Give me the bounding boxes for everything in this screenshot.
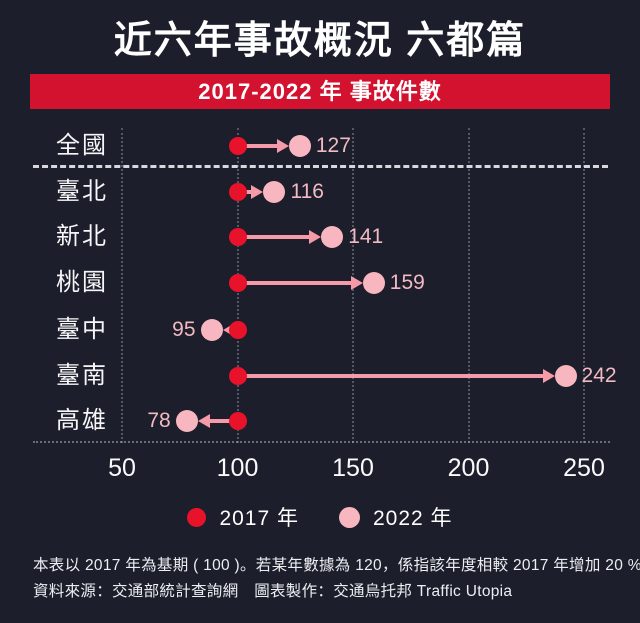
dot-2017 — [228, 274, 247, 292]
legend-dot-2022-icon — [339, 506, 360, 528]
dot-2017 — [228, 367, 247, 385]
dot-2017 — [228, 412, 247, 430]
arrow-head-icon — [276, 139, 289, 153]
arrow-head-icon — [197, 414, 210, 428]
value-label: 242 — [581, 364, 617, 387]
x-tick-label: 50 — [108, 454, 136, 482]
category-label: 臺南 — [56, 362, 108, 389]
arrow-head-icon — [251, 185, 264, 199]
category-label: 臺中 — [56, 316, 108, 343]
category-label: 高雄 — [56, 407, 108, 434]
national-separator-line — [33, 165, 608, 168]
arrow-shaft — [237, 281, 353, 285]
value-label: 159 — [389, 271, 425, 294]
footnote-baseline: 本表以 2017 年為基期 ( 100 )。若某年數據為 120，係指該年度相較… — [33, 557, 640, 574]
dot-2022 — [554, 365, 577, 387]
value-label: 116 — [290, 180, 324, 203]
legend-label: 2017 年 — [219, 507, 299, 530]
gridline — [467, 128, 470, 443]
dot-2022 — [362, 272, 385, 294]
arrow-shaft — [237, 144, 279, 148]
x-tick-label: 150 — [332, 454, 374, 482]
gridline — [583, 128, 585, 443]
x-tick-label: 250 — [563, 454, 605, 482]
dot-2022 — [263, 181, 286, 203]
value-label: 78 — [147, 409, 171, 432]
arrow-head-icon — [309, 230, 322, 244]
x-tick-label: 200 — [447, 454, 490, 482]
category-label: 臺北 — [56, 178, 108, 205]
dot-2017 — [228, 321, 247, 339]
dot-2017 — [228, 228, 247, 246]
arrow-head-icon — [542, 369, 555, 383]
x-axis-line — [33, 441, 610, 443]
page-title: 近六年事故概況 六都篇 — [113, 20, 527, 62]
legend-label: 2022 年 — [373, 507, 453, 530]
value-label: 95 — [172, 318, 196, 341]
legend-item: 2017 年 — [187, 502, 299, 532]
arrow-shaft — [207, 419, 238, 423]
dot-2017 — [228, 183, 247, 201]
legend-item: 2022 年 — [339, 502, 453, 532]
chart-legend: 2017 年 2022 年 — [0, 502, 640, 532]
arrow-shaft — [237, 374, 545, 378]
category-label: 桃園 — [56, 269, 108, 296]
category-label: 全國 — [56, 132, 108, 159]
dot-2022 — [321, 226, 344, 248]
x-tick-label: 100 — [216, 454, 259, 482]
arrow-shaft — [237, 235, 312, 239]
arrow-head-icon — [350, 276, 363, 290]
gridline — [121, 128, 123, 443]
footnote-source: 資料來源：交通部統計查詢網 圖表製作：交通烏托邦 Traffic Utopia — [33, 583, 513, 600]
legend-dot-2017-icon — [187, 507, 207, 527]
dot-2022 — [175, 410, 198, 432]
value-label: 141 — [348, 225, 384, 248]
category-label: 新北 — [56, 223, 108, 250]
dot-2022 — [288, 135, 311, 157]
dot-2022 — [200, 319, 223, 341]
dot-2017 — [228, 137, 247, 155]
value-label: 127 — [315, 134, 351, 157]
subtitle-banner: 2017-2022 年 事故件數 — [30, 74, 610, 109]
